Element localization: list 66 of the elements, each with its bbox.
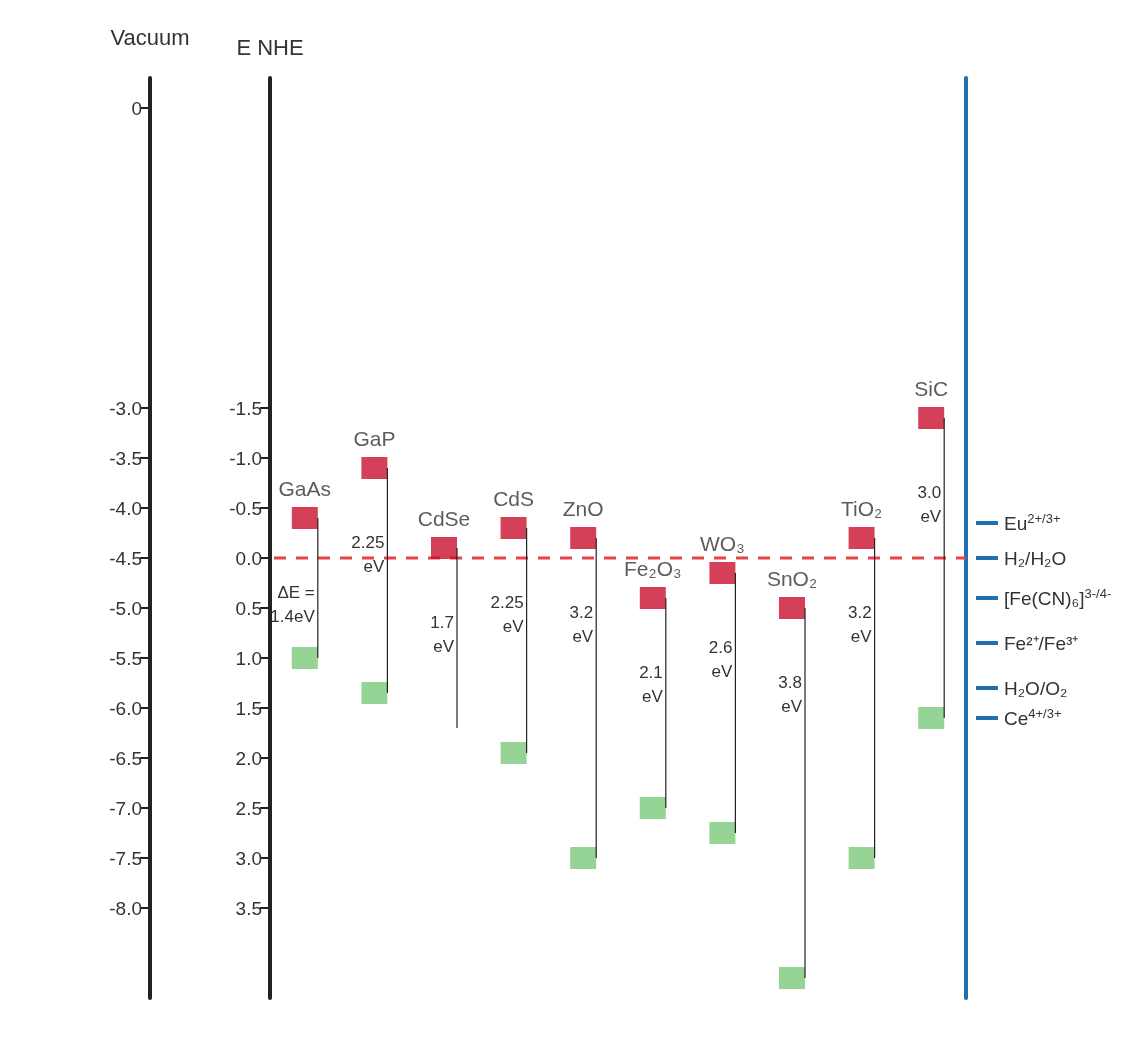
y2-tick-label: -5.5 [109, 647, 142, 669]
y2-tick-label: -4.5 [109, 547, 142, 569]
y-tick-label: -0.5 [229, 497, 262, 519]
x-tick-label: WO₃ [700, 532, 745, 555]
y-tick-label: 2.0 [235, 747, 262, 769]
point [848, 847, 875, 869]
y2-tick-label: -3.0 [109, 397, 142, 419]
point [291, 507, 318, 529]
y-tick-label: 0.5 [235, 597, 262, 619]
x-tick-label: Fe₂O₃ [624, 557, 682, 580]
point [918, 407, 945, 429]
annotation: 3.2 eV [569, 602, 594, 646]
point [570, 527, 597, 549]
x-tick-label: TiO₂ [841, 497, 883, 520]
point [779, 967, 805, 989]
x-tick-label: CdSe [417, 507, 471, 530]
annotation: 2.25 eV [351, 532, 386, 576]
point [431, 537, 457, 559]
x-tick-label: GaAs [278, 477, 332, 500]
y-tick-label: -1.0 [229, 447, 262, 469]
point [500, 742, 527, 764]
y2-tick-label: 0 [131, 97, 142, 119]
y2-axis-title: Vacuum [110, 24, 190, 50]
x-tick-label: CdS [493, 487, 535, 510]
y-axis-title: E NHE [236, 34, 304, 60]
annotation: 1.7 eV [430, 612, 455, 656]
ref-line-label: Fe²⁺/Fe³⁺ [1004, 632, 1079, 654]
annotation: 2.6 eV [708, 637, 734, 681]
y-tick-label: 3.5 [235, 897, 262, 919]
y-tick-label: 1.5 [235, 697, 262, 719]
y-tick-label: -1.5 [229, 397, 262, 419]
ref-line-label: H₂/H₂O [1004, 547, 1067, 569]
y2-tick-label: -3.5 [109, 447, 142, 469]
y-tick-label: 1.0 [235, 647, 262, 669]
point [848, 527, 875, 549]
point [291, 647, 318, 669]
point [570, 847, 597, 869]
y2-tick-label: -6.0 [109, 697, 142, 719]
y2-tick-label: -7.5 [109, 847, 142, 869]
y2-tick-label: -4.0 [109, 497, 142, 519]
point [639, 587, 666, 609]
y2-tick-label: -5.0 [109, 597, 142, 619]
x-tick-label: SnO₂ [766, 567, 818, 590]
y2-tick-label: -6.5 [109, 747, 142, 769]
x-tick-label: SiC [914, 377, 949, 400]
y2-tick-label: -7.0 [109, 797, 142, 819]
annotation: 2.25 eV [490, 592, 525, 636]
annotation: 3.0 eV [917, 482, 942, 526]
point [500, 517, 527, 539]
x-tick-label: ZnO [562, 497, 604, 520]
y-tick-label: 0.0 [235, 547, 262, 569]
x-tick-label: GaP [353, 427, 396, 450]
point [361, 682, 388, 704]
point [361, 457, 388, 479]
annotation: 2.1 eV [639, 662, 664, 706]
ref-line-label: H₂O/O₂ [1004, 677, 1068, 699]
point [639, 797, 666, 819]
point [779, 597, 805, 619]
annotation: 3.8 eV [778, 672, 803, 716]
point [709, 822, 736, 844]
y2-tick-label: -8.0 [109, 897, 142, 919]
point [918, 707, 945, 729]
y-tick-label: 3.0 [235, 847, 262, 869]
annotation: 3.2 eV [847, 602, 873, 646]
y-tick-label: 2.5 [235, 797, 262, 819]
point [709, 562, 736, 584]
